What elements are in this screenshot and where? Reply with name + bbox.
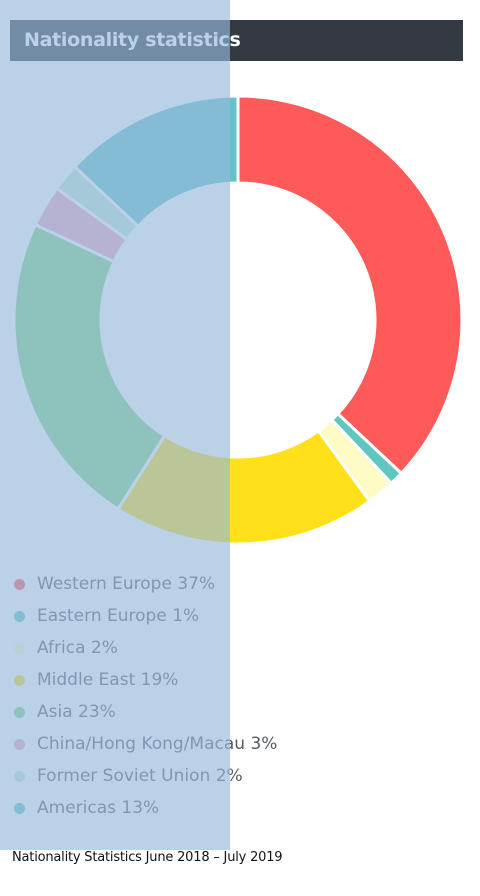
slice-western-europe	[236, 94, 464, 476]
legend-item-africa: Africa 2%	[14, 632, 414, 664]
legend-item-eastern-europe: Eastern Europe 1%	[14, 600, 414, 632]
legend-label: Western Europe 37%	[37, 574, 216, 594]
chart-legend: Western Europe 37% Eastern Europe 1% Afric…	[14, 568, 414, 824]
legend-item-asia: Asia 23%	[14, 696, 414, 728]
legend-dot-icon	[14, 770, 25, 782]
legend-label: Eastern Europe 1%	[37, 606, 200, 626]
slice-asia	[12, 222, 167, 512]
legend-item-western-europe: Western Europe 37%	[14, 568, 414, 600]
legend-dot-icon	[14, 738, 25, 750]
legend-dot-icon	[14, 802, 25, 814]
legend-dot-icon	[14, 706, 25, 718]
legend-item-former-soviet-union: Former Soviet Union 2%	[14, 760, 414, 792]
legend-label: Former Soviet Union 2%	[37, 766, 243, 786]
legend-label: Asia 23%	[37, 702, 116, 722]
legend-item-china-hong-kong-macau: China/Hong Kong/Macau 3%	[14, 728, 414, 760]
legend-dot-icon	[14, 642, 25, 654]
legend-label: Middle East 19%	[37, 670, 179, 690]
donut-chart	[12, 94, 464, 546]
chart-footnote: Nationality Statistics June 2018 – July …	[12, 850, 283, 865]
legend-label: China/Hong Kong/Macau 3%	[37, 734, 278, 754]
legend-dot-icon	[14, 610, 25, 622]
legend-label: Americas 13%	[37, 798, 160, 818]
legend-item-americas: Americas 13%	[14, 792, 414, 824]
legend-dot-icon	[14, 578, 25, 590]
legend-label: Africa 2%	[37, 638, 118, 658]
legend-dot-icon	[14, 674, 25, 686]
legend-item-middle-east: Middle East 19%	[14, 664, 414, 696]
